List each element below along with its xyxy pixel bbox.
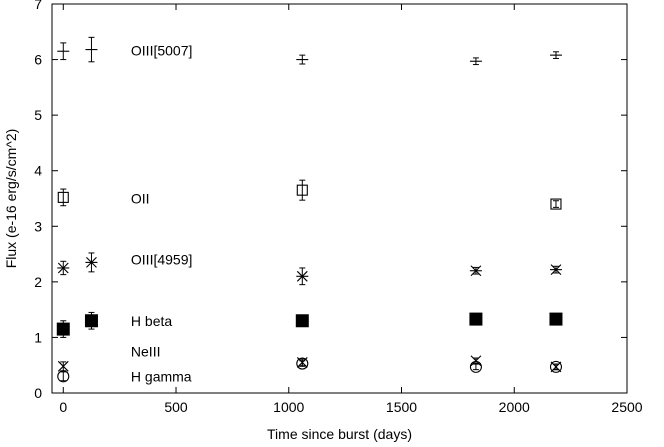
data-point [57, 360, 69, 372]
y-tick-label: 7 [34, 0, 42, 12]
open-circle-mark [57, 370, 70, 383]
series-label: OII [131, 191, 150, 207]
cross-mark [57, 360, 69, 372]
data-point [296, 357, 309, 370]
data-point [85, 252, 98, 273]
series-open-square [57, 179, 562, 210]
plot-area-border [51, 3, 628, 394]
filled-square-mark [549, 312, 563, 326]
series-group [56, 36, 563, 383]
series-filled-square [56, 311, 563, 338]
series-open-circle [57, 357, 563, 383]
y-tick-label: 5 [34, 107, 42, 123]
open-circle-mark [469, 360, 482, 373]
x-tick-label: 2000 [499, 399, 530, 415]
asterisk-mark [86, 257, 97, 268]
data-point [57, 42, 70, 61]
series-label: OIII[5007] [131, 43, 192, 59]
data-point [549, 51, 562, 59]
asterisk-mark [57, 262, 69, 274]
data-point [57, 188, 69, 207]
data-point [85, 36, 98, 63]
asterisk-mark [550, 264, 562, 276]
data-point [549, 264, 562, 276]
data-point [296, 54, 309, 65]
filled-square-mark [295, 314, 309, 328]
y-tick-label: 1 [34, 329, 42, 345]
data-point [296, 179, 308, 201]
y-tick-label: 4 [34, 163, 42, 179]
series-labels: OIII[5007] OII OIII[4959] H beta NeIII H gamm… [131, 43, 192, 385]
x-tick-label: 1500 [386, 399, 417, 415]
data-point [469, 360, 482, 373]
x-axis-label: Time since burst (days) [267, 426, 412, 442]
series-asterisk [57, 252, 562, 286]
data-point [549, 360, 563, 373]
data-point [549, 312, 563, 326]
x-axis: 0 500 1000 1500 2000 2500 [59, 4, 643, 415]
series-plus [57, 36, 562, 66]
data-point [469, 312, 483, 326]
data-point [56, 320, 70, 338]
data-point [84, 311, 98, 330]
data-point [57, 260, 70, 276]
series-label: NeIII [131, 343, 161, 359]
x-tick-label: 500 [164, 399, 188, 415]
open-square-mark [296, 184, 308, 196]
open-circle-mark [296, 357, 309, 370]
asterisk-mark [470, 265, 482, 277]
open-square-mark [57, 191, 69, 203]
open-circle-mark [549, 360, 563, 373]
y-tick-label: 3 [34, 218, 42, 234]
x-tick-label: 2500 [611, 399, 642, 415]
x-tick-label: 0 [59, 399, 67, 415]
asterisk-mark [296, 270, 308, 282]
y-axis: 0 1 2 3 4 5 6 7 [34, 0, 627, 401]
series-label: H beta [131, 313, 172, 329]
y-tick-label: 2 [34, 274, 42, 290]
filled-square-mark [469, 312, 483, 326]
y-tick-label: 6 [34, 52, 42, 68]
data-point [550, 198, 562, 210]
y-tick-label: 0 [34, 385, 42, 401]
series-label: H gamma [131, 368, 192, 384]
plot-frame [51, 3, 628, 394]
x-tick-label: 1000 [273, 399, 304, 415]
y-axis-label: Flux (e-16 erg/s/cm^2) [3, 129, 19, 269]
data-point [57, 370, 70, 383]
series-label: OIII[4959] [131, 252, 192, 268]
filled-square-mark [84, 314, 98, 328]
data-point [296, 267, 309, 286]
data-point [295, 314, 309, 328]
cross-mark [470, 355, 482, 367]
data-point [469, 265, 482, 277]
open-square-mark [550, 198, 562, 210]
filled-square-mark [56, 322, 70, 336]
data-point [469, 57, 482, 66]
data-point [470, 355, 482, 367]
